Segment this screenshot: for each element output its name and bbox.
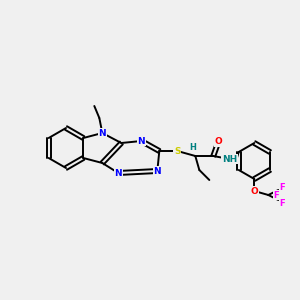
Text: O: O <box>250 187 258 196</box>
Text: N: N <box>154 167 161 176</box>
Text: F: F <box>280 182 285 191</box>
Text: O: O <box>214 137 222 146</box>
Text: S: S <box>174 146 181 155</box>
Text: NH: NH <box>222 154 237 164</box>
Text: F: F <box>274 190 279 200</box>
Text: F: F <box>280 199 285 208</box>
Text: N: N <box>98 128 106 137</box>
Text: N: N <box>137 136 145 146</box>
Text: H: H <box>189 142 196 152</box>
Text: N: N <box>115 169 122 178</box>
